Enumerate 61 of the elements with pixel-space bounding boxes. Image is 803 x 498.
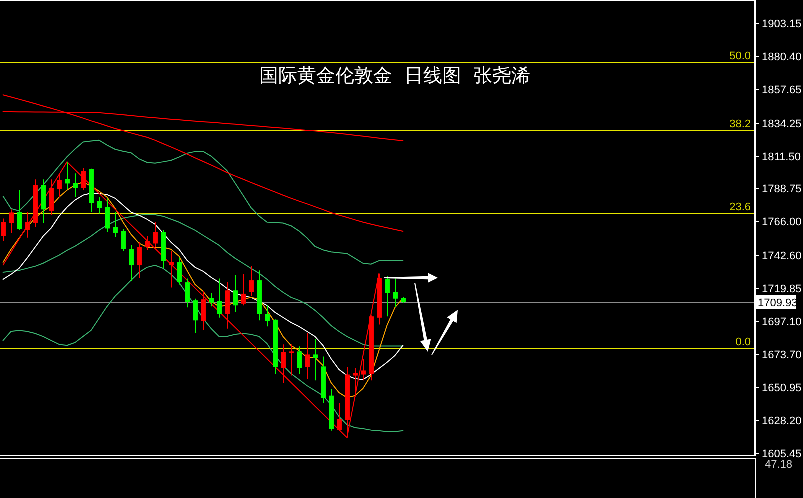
candlestick [129,244,134,282]
candlestick [249,266,254,298]
y-tick-label: 1673.70 [762,350,802,362]
candlestick [65,162,70,190]
candlestick [281,344,286,384]
candlestick [57,172,62,198]
candlestick [337,402,342,432]
candlestick [25,212,30,238]
candlestick [265,305,270,328]
candlestick [49,179,54,216]
candlestick [233,274,238,313]
candlestick [393,278,398,308]
candlestick [353,367,358,398]
y-tick-label: 1811.50 [762,152,801,164]
candlestick [177,257,182,286]
text: 47.18 [765,459,793,471]
candlestick [241,274,246,306]
y-tick-label: 1719.85 [762,284,802,296]
y2-tick-label: 23.6 [730,202,751,214]
y-tick-label: 1903.15 [762,18,802,30]
candlestick [1,218,6,242]
candlestick [361,358,366,382]
candlestick [81,168,86,191]
candlestick [145,236,150,252]
text: 国际黄金伦敦金 日线图 张尧浠 [259,65,531,87]
y2-tick-label: 50.0 [730,50,751,62]
candlestick [153,222,158,248]
candlestick [113,212,118,238]
candlestick [313,338,318,382]
candlestick [17,190,22,231]
y-tick-label: 1650.95 [762,382,802,394]
candlestick [305,332,310,380]
candlestick [121,228,126,252]
candlestick [385,276,390,318]
candlestick [9,209,14,234]
y2-tick-label: 38.2 [730,118,751,130]
candlestick [105,198,110,233]
candlestick [209,292,214,308]
candlestick [193,298,198,334]
candlestick [73,173,78,198]
line-series [2,94,404,232]
y-tick-label: 1766.00 [762,216,802,228]
y-tick-label: 1605.45 [762,448,802,460]
candlestick [185,278,190,308]
y-tick-label: 1880.40 [762,52,802,64]
candlestick [201,290,206,331]
line-series [2,140,404,265]
candlestick [97,196,102,214]
candlestick [297,346,302,375]
candlestick [225,282,230,330]
y-tick-label: 1742.60 [762,250,802,262]
y-tick-label: 1628.20 [762,416,802,428]
candlestick [137,242,142,279]
y2-tick-label: 0.0 [736,336,751,348]
y-tick-label: 1788.75 [762,184,802,196]
candlestick [289,344,294,376]
y-tick-label: 1697.10 [762,316,802,328]
y-tick-label: 1834.25 [762,118,802,130]
candlestick [217,278,222,318]
y-tick-label: 1857.65 [762,84,802,96]
candlestick [169,250,174,288]
